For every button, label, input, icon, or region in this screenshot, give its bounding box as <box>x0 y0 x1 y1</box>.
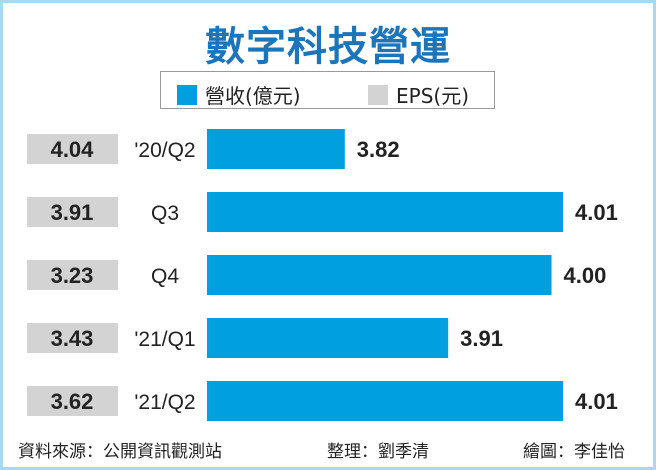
eps-label: 3.91 <box>51 200 94 225</box>
legend: 營收(億元) EPS(元) <box>160 71 495 109</box>
eps-label: 3.23 <box>51 263 94 288</box>
footer-source: 資料來源：公開資訊觀測站 <box>18 442 222 462</box>
eps-label: 3.62 <box>51 389 94 414</box>
revenue-label: 4.01 <box>575 389 618 414</box>
category-label: '20/Q2 <box>134 139 195 162</box>
legend-swatch-eps <box>368 84 388 105</box>
revenue-label: 4.01 <box>575 200 618 225</box>
eps-box <box>27 197 118 227</box>
eps-box <box>27 386 118 416</box>
revenue-bar <box>207 192 563 232</box>
category-label: '21/Q1 <box>134 328 195 351</box>
revenue-bar <box>207 255 552 295</box>
eps-label: 3.43 <box>51 326 94 351</box>
revenue-bar <box>207 381 563 421</box>
revenue-label: 3.82 <box>357 137 400 162</box>
chart-title: 數字科技營運 <box>205 24 451 70</box>
eps-box <box>27 323 118 353</box>
legend-label-revenue: 營收(億元) <box>205 84 301 108</box>
footer-editor: 整理：劉季清 <box>327 442 429 462</box>
legend-item-revenue: 營收(億元) <box>177 80 301 109</box>
eps-label: 4.04 <box>51 137 95 162</box>
revenue-label: 3.91 <box>460 326 503 351</box>
footer-artist: 繪圖：李佳怡 <box>523 442 625 462</box>
revenue-bar <box>207 318 449 358</box>
category-label: Q4 <box>151 265 179 288</box>
legend-label-eps: EPS(元) <box>396 84 469 108</box>
category-label: '21/Q2 <box>134 391 195 414</box>
legend-swatch-revenue <box>177 84 197 105</box>
revenue-bar <box>207 129 345 169</box>
revenue-label: 4.00 <box>564 263 607 288</box>
category-label: Q3 <box>151 202 179 225</box>
eps-box <box>27 260 118 290</box>
legend-item-eps: EPS(元) <box>368 80 469 109</box>
eps-box <box>27 134 118 164</box>
